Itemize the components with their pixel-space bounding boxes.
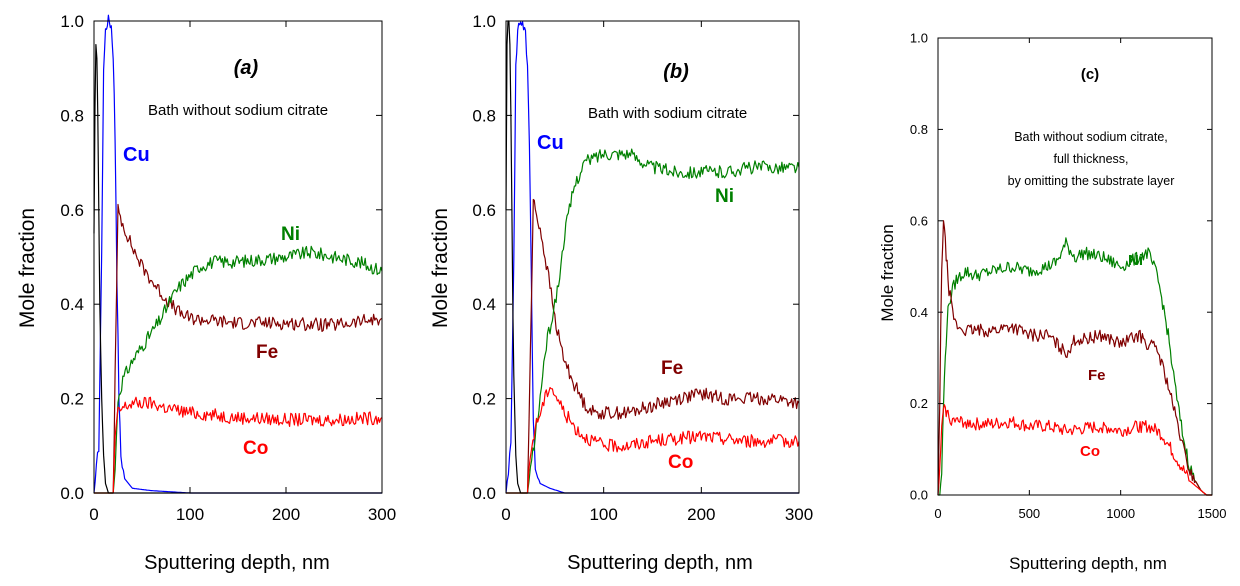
x-axis-label: Sputtering depth, nm xyxy=(567,552,753,574)
x-tick-label: 500 xyxy=(1018,506,1040,521)
series-line-ni xyxy=(938,237,1212,496)
x-tick-label: 0 xyxy=(934,506,941,521)
x-tick-label: 0 xyxy=(501,505,510,524)
y-tick-label: 0.4 xyxy=(472,295,496,314)
annotation: Bath without sodium citrate xyxy=(148,102,328,119)
series-line-fe xyxy=(937,220,1212,496)
x-tick-label: 100 xyxy=(589,505,617,524)
y-tick-label: 0.0 xyxy=(472,484,496,503)
series-line-fe xyxy=(94,203,383,494)
y-tick-label: 0.4 xyxy=(60,295,84,314)
x-tick-label: 300 xyxy=(368,505,396,524)
x-tick-label: 100 xyxy=(176,505,204,524)
y-tick-label: 0.6 xyxy=(910,213,928,228)
panel-label: (c) xyxy=(1081,66,1099,83)
series-line-cu xyxy=(505,21,799,494)
plot-frame xyxy=(937,37,1213,496)
x-tick-label: 1500 xyxy=(1198,506,1227,521)
panel-label: (a) xyxy=(234,57,259,79)
annotation-line-2: full thickness, xyxy=(1053,152,1128,166)
series-label-ni: Ni xyxy=(1128,252,1143,269)
annotation: Bath with sodium citrate xyxy=(588,105,747,122)
y-tick-label: 0.8 xyxy=(910,122,928,137)
series-label-co: Co xyxy=(668,452,693,473)
series-line-co xyxy=(94,396,383,494)
annotation-line-3: by omitting the substrate layer xyxy=(1008,174,1175,188)
y-tick-label: 0.2 xyxy=(910,396,928,411)
series-line-co xyxy=(937,404,1212,496)
series-label-co: Co xyxy=(243,438,268,459)
y-axis-label: Mole fraction xyxy=(429,208,452,328)
series-label-ni: Ni xyxy=(715,186,734,207)
y-tick-label: 0.4 xyxy=(910,305,928,320)
x-tick-label: 0 xyxy=(89,505,98,524)
y-tick-label: 0.2 xyxy=(472,390,496,409)
y-tick-label: 0.8 xyxy=(472,106,496,125)
y-tick-label: 0.2 xyxy=(60,390,84,409)
panel-c: Mole fraction Sputtering depth, nm (c) B… xyxy=(878,31,1226,573)
series-label-co: Co xyxy=(1080,443,1100,460)
plot-frame xyxy=(505,20,800,494)
panel-b: Mole fraction Sputtering depth, nm (b) B… xyxy=(429,12,813,574)
series-line-co xyxy=(506,387,800,494)
series-label-ni: Ni xyxy=(281,224,300,245)
series-label-cu: Cu xyxy=(123,144,150,166)
y-tick-label: 1.0 xyxy=(910,31,928,46)
panel-label: (b) xyxy=(663,61,689,83)
series-label-fe: Fe xyxy=(661,358,683,379)
y-axis-label: Mole fraction xyxy=(878,224,897,321)
series-line-fe xyxy=(506,198,800,494)
annotation-line-1: Bath without sodium citrate, xyxy=(1014,130,1168,144)
y-tick-label: 1.0 xyxy=(60,12,84,31)
y-tick-label: 1.0 xyxy=(472,12,496,31)
y-tick-label: 0.0 xyxy=(910,488,928,503)
x-tick-label: 300 xyxy=(785,505,813,524)
series-label-fe: Fe xyxy=(1088,367,1106,384)
series-label-fe: Fe xyxy=(256,342,278,363)
x-tick-label: 200 xyxy=(687,505,715,524)
x-tick-label: 1000 xyxy=(1106,506,1135,521)
plot-frame xyxy=(93,20,383,494)
x-tick-label: 200 xyxy=(272,505,300,524)
panel-a: Mole fraction Sputtering depth, nm (a) B… xyxy=(16,12,396,574)
y-tick-label: 0.6 xyxy=(60,201,84,220)
series-line-ni xyxy=(506,148,800,494)
series-line-unlabeled xyxy=(505,20,799,494)
x-axis-label: Sputtering depth, nm xyxy=(144,552,330,574)
series-line-ni xyxy=(94,245,383,494)
y-axis-label: Mole fraction xyxy=(16,208,39,328)
y-tick-label: 0.0 xyxy=(60,484,84,503)
y-tick-label: 0.6 xyxy=(472,201,496,220)
x-axis-label: Sputtering depth, nm xyxy=(1009,554,1167,573)
series-label-cu: Cu xyxy=(537,132,564,154)
y-tick-label: 0.8 xyxy=(60,106,84,125)
